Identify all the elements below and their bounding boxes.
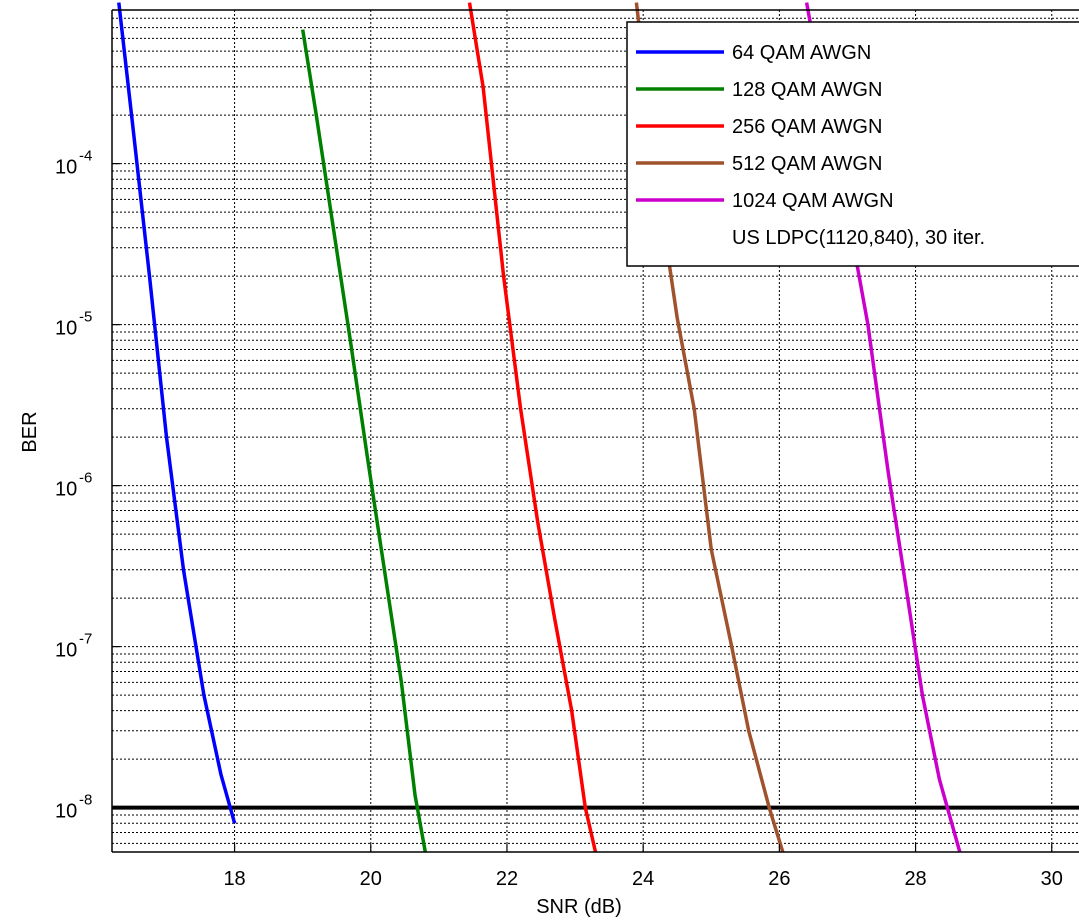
y-tick-label: 10 [55,801,77,823]
x-tick-label: 20 [360,868,382,890]
y-axis-label: BER [19,411,41,452]
axes-frame [111,9,1079,853]
x-tick-label: 22 [496,868,518,890]
legend-box [626,21,1079,267]
series-line-0 [117,2,237,824]
y-tick-label: 10 [55,640,77,662]
x-axis-label: SNR (dB) [536,896,622,918]
y-tick-label: 10 [55,157,77,179]
y-tick-exponent: -6 [79,470,92,487]
x-tick-label: 26 [768,868,790,890]
legend-label-0: 64 QAM AWGN [732,42,871,64]
y-tick-exponent: -5 [79,309,92,326]
series-line-1 [300,29,428,853]
legend-label-4: 1024 QAM AWGN [732,190,894,212]
y-tick-label: 10 [55,479,77,501]
legend-label-2: 256 QAM AWGN [732,116,882,138]
x-tick-label: 30 [1041,868,1063,890]
y-tick-exponent: -4 [79,148,92,165]
y-tick-label: 10 [55,318,77,340]
series-lines [117,2,962,853]
x-tick-label: 24 [632,868,654,890]
series-line-2 [467,2,598,853]
y-tick-exponent: -7 [79,631,92,648]
legend-note: US LDPC(1120,840), 30 iter. [732,227,985,249]
legend: 64 QAM AWGN 128 QAM AWGN 256 QAM AWGN 512 Q… [626,21,1079,267]
legend-label-1: 128 QAM AWGN [732,79,882,101]
legend-label-3: 512 QAM AWGN [732,153,882,175]
x-tick-label: 28 [904,868,926,890]
x-tick-label: 18 [223,868,245,890]
y-tick-exponent: -8 [79,792,92,809]
